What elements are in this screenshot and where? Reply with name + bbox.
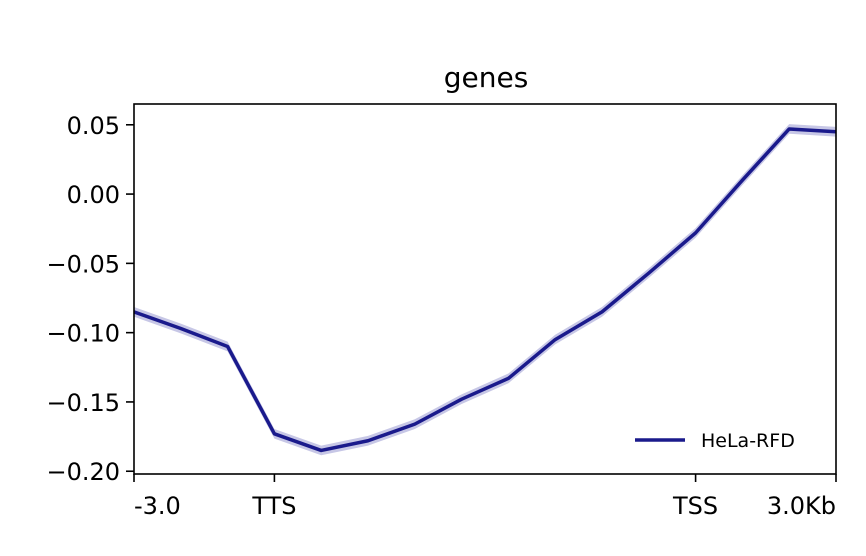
x-tick-label: -3.0	[134, 492, 181, 520]
y-tick-label: −0.15	[46, 389, 120, 417]
series-line	[134, 127, 836, 453]
y-tick-label: 0.00	[67, 181, 120, 209]
y-tick-label: −0.10	[46, 320, 120, 348]
y-tick-label: −0.05	[46, 250, 120, 278]
y-tick-label: 0.05	[67, 112, 120, 140]
plot-area	[134, 124, 836, 456]
x-tick-label: TTS	[251, 492, 296, 520]
plot-frame	[133, 103, 837, 475]
axes: 0.05 0.00 −0.05 −0.10 −0.15 −0.20 -3.0 TTS TSS 3.…	[46, 103, 837, 520]
y-tick-label: −0.20	[46, 458, 120, 486]
x-tick-label: 3.0Kb	[767, 492, 836, 520]
x-tick-label: TSS	[672, 492, 718, 520]
series-band	[134, 124, 836, 456]
chart-title: genes	[444, 61, 529, 94]
legend: HeLa-RFD	[635, 430, 795, 452]
legend-label: HeLa-RFD	[701, 430, 795, 452]
series-layer	[134, 124, 836, 456]
